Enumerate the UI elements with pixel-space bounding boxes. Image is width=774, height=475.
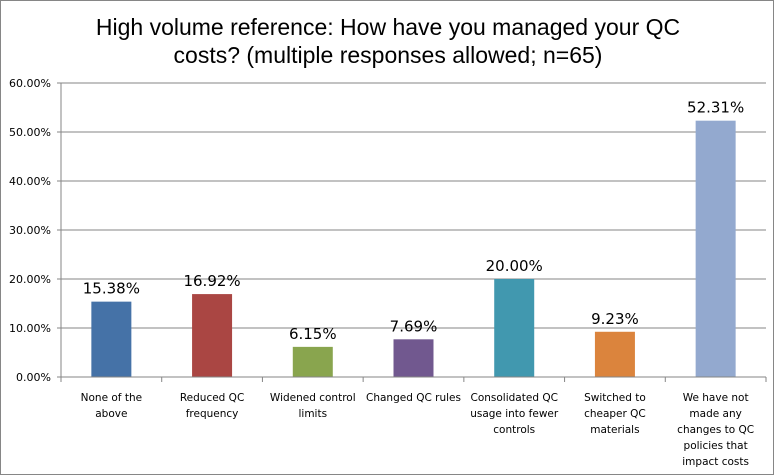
x-category-label: We have not made any changes to QC policies… xyxy=(677,392,754,468)
x-category-label-line: Reduced QC xyxy=(180,392,244,404)
x-category-label-line: We have not xyxy=(683,392,749,404)
bar xyxy=(91,301,132,377)
bar xyxy=(393,339,434,377)
x-category-label-line: cheaper QC xyxy=(584,408,646,420)
data-label: 6.15% xyxy=(289,325,337,343)
data-label: 9.23% xyxy=(591,310,639,328)
x-category-label-line: impact costs xyxy=(682,456,749,468)
y-tick-label: 10.00% xyxy=(9,322,51,335)
x-category-label-line: frequency xyxy=(186,408,239,420)
x-category-label-line: Changed QC rules xyxy=(366,392,461,404)
data-label: 16.92% xyxy=(183,272,240,290)
x-category-label: Reduced QC frequency xyxy=(180,392,244,420)
x-category-label-line: limits xyxy=(298,408,327,420)
data-label: 52.31% xyxy=(687,99,744,117)
x-category-label-line: Switched to xyxy=(584,392,646,404)
chart-title: High volume reference: How have you mana… xyxy=(1,13,773,69)
x-category-label-line: materials xyxy=(590,424,639,436)
x-category-label-line: policies that xyxy=(684,440,748,452)
chart-title-line-2: costs? (multiple responses allowed; n=65… xyxy=(173,42,603,68)
x-category-label-line: above xyxy=(95,408,127,420)
chart-title-line-1: High volume reference: How have you mana… xyxy=(95,14,681,40)
x-category-label-line: Consolidated QC xyxy=(471,392,558,404)
x-category-label: Widened control limits xyxy=(270,392,356,420)
y-tick-label: 20.00% xyxy=(9,273,51,286)
data-label: 7.69% xyxy=(390,317,438,335)
data-label: 20.00% xyxy=(486,257,543,275)
x-category-label: Switched to cheaper QC materials xyxy=(584,392,646,436)
x-category-label-line: controls xyxy=(493,424,535,436)
y-tick-label: 30.00% xyxy=(9,224,51,237)
bar xyxy=(292,346,333,377)
bar xyxy=(594,331,635,377)
x-category-label: Consolidated QC usage into fewer controls xyxy=(470,392,559,436)
x-category-label: None of the above xyxy=(81,392,142,420)
x-category-label-line: usage into fewer xyxy=(470,408,559,420)
y-tick-label: 0.00% xyxy=(16,371,51,384)
x-category-label: Changed QC rules xyxy=(366,392,461,404)
x-category-label-line: None of the xyxy=(81,392,142,404)
x-category-label-line: Widened control xyxy=(270,392,356,404)
x-category-label-line: changes to QC xyxy=(677,424,754,436)
data-label: 15.38% xyxy=(83,280,140,298)
y-tick-label: 50.00% xyxy=(9,126,51,139)
bar xyxy=(192,294,233,377)
y-tick-label: 40.00% xyxy=(9,175,51,188)
bar xyxy=(494,279,535,377)
y-tick-label: 60.00% xyxy=(9,77,51,90)
x-category-label-line: made any xyxy=(689,408,741,420)
bar xyxy=(695,120,736,377)
